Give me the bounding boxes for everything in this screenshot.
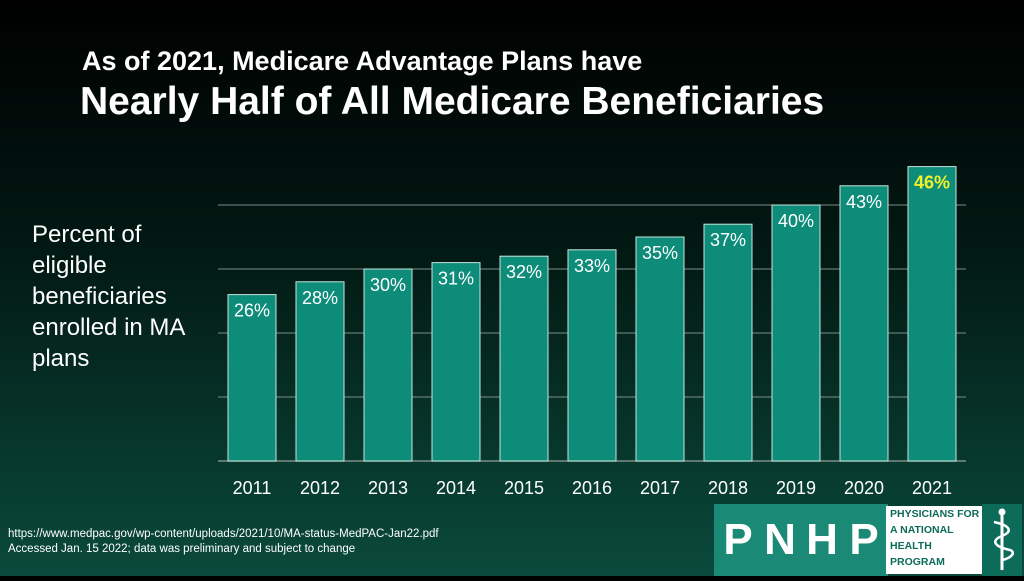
source-url[interactable]: https://www.medpac.gov/wp-content/upload…: [8, 528, 439, 540]
x-tick-label: 2017: [640, 478, 680, 498]
pnhp-logo: P N H P PHYSICIANS FOR A NATIONAL HEALTH…: [714, 504, 1022, 576]
data-label: 33%: [574, 256, 610, 276]
x-tick-label: 2020: [844, 478, 884, 498]
bar: [431, 262, 481, 462]
x-tick-label: 2014: [436, 478, 476, 498]
bar: [771, 204, 821, 462]
x-tick-label: 2011: [233, 478, 272, 498]
data-label: 28%: [302, 288, 338, 308]
logo-letter: P: [840, 504, 888, 576]
bar: [703, 223, 753, 462]
bar: [363, 268, 413, 462]
x-tick-label: 2021: [912, 478, 952, 498]
caduceus-icon: [982, 504, 1022, 576]
x-tick-label: 2016: [572, 478, 612, 498]
data-label: 43%: [846, 192, 882, 212]
logo-letter: P: [714, 504, 762, 576]
data-label: 31%: [438, 269, 474, 289]
logo-letter: H: [798, 504, 846, 576]
x-tick-label: 2015: [504, 478, 544, 498]
logo-line: HEALTH: [890, 540, 932, 552]
chart-subtitle: As of 2021, Medicare Advantage Plans hav…: [82, 46, 643, 76]
data-label: 46%: [914, 173, 950, 193]
logo-letter: N: [756, 504, 804, 576]
bar: [839, 185, 889, 462]
source-citation: https://www.medpac.gov/wp-content/upload…: [8, 527, 439, 557]
data-label: 30%: [370, 275, 406, 295]
logo-wordmark: PHYSICIANS FOR A NATIONAL HEALTH PROGRAM: [886, 506, 982, 574]
bar: [907, 166, 957, 462]
source-note: Accessed Jan. 15 2022; data was prelimin…: [8, 543, 356, 555]
bar: [499, 255, 549, 462]
chart-title: Nearly Half of All Medicare Beneficiarie…: [80, 80, 825, 123]
bar: [295, 281, 345, 462]
data-label: 35%: [642, 243, 678, 263]
bar: [227, 294, 277, 462]
bar: [567, 249, 617, 462]
data-label: 32%: [506, 262, 542, 282]
bar: [635, 236, 685, 462]
data-label: 40%: [778, 211, 814, 231]
x-tick-label: 2013: [368, 478, 408, 498]
y-axis-label: Percent of eligible beneficiaries enroll…: [32, 221, 185, 372]
x-tick-label: 2012: [300, 478, 340, 498]
data-label: 37%: [710, 230, 746, 250]
logo-line: PHYSICIANS FOR: [890, 508, 980, 520]
logo-line: A NATIONAL: [890, 524, 954, 536]
logo-line: PROGRAM: [890, 556, 945, 568]
data-label: 26%: [234, 301, 270, 321]
x-tick-label: 2018: [708, 478, 748, 498]
x-tick-label: 2019: [776, 478, 816, 498]
